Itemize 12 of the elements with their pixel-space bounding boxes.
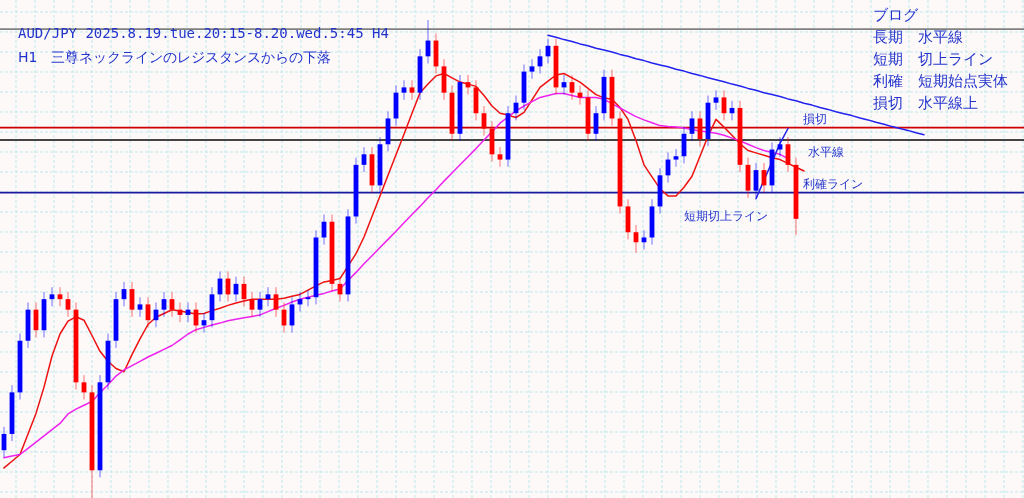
ref-line-label: 利確ライン — [803, 176, 863, 191]
annotation: 利確 短期始点実体 — [873, 72, 1008, 90]
annotation: 長期 水平線 — [873, 28, 963, 46]
ref-line-label: 水平線 — [808, 144, 844, 159]
annotation: 短期 切上ライン — [873, 50, 993, 68]
annotation: 損切 水平線上 — [873, 94, 978, 112]
series-label: 短期切上ライン — [684, 208, 768, 223]
chart-title: AUD/JPY 2025.8.19.tue.20:15-8.20.wed.5:45 H4 — [18, 25, 389, 41]
text: H1 三尊ネックラインのレジスタンスからの下落 — [18, 49, 332, 65]
ref-line-label: 損切 — [803, 111, 827, 126]
annotation: ブログ — [873, 6, 919, 24]
candlestick — [673, 148, 679, 168]
